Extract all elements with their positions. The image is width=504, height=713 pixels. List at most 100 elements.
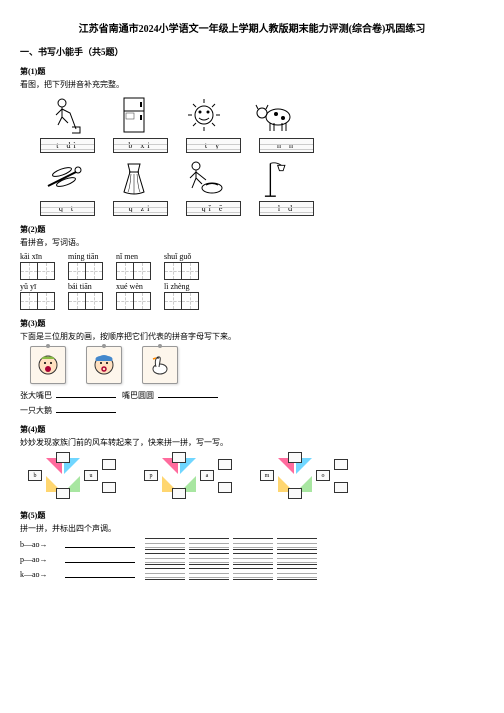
- pic-dragonfly: [40, 157, 88, 199]
- letter-box[interactable]: [172, 452, 186, 463]
- pic-fridge: [110, 94, 158, 136]
- section-header-1: 一、书写小能手（共5题）: [20, 45, 484, 58]
- four-line-grid[interactable]: [277, 538, 317, 550]
- tianzi-group: xué wèn: [116, 282, 150, 310]
- q1-pic-row-1: [40, 94, 484, 136]
- page-title: 江苏省南通市2024小学语文一年级上学期人教版期末能力评测(综合卷)巩固练习: [20, 20, 484, 35]
- pinyin-box[interactable]: t y: [186, 138, 241, 153]
- four-line-grid[interactable]: [233, 568, 273, 580]
- tianzi-cell[interactable]: [37, 262, 55, 280]
- letter-box[interactable]: [288, 488, 302, 499]
- tianzi-group: bái tiān: [68, 282, 102, 310]
- tianzi-cell[interactable]: [164, 262, 182, 280]
- q4-pinwheels: b u p a m o: [30, 454, 484, 502]
- letter-box[interactable]: [102, 459, 116, 470]
- letter-box[interactable]: [288, 452, 302, 463]
- pinwheel-1: b u: [30, 454, 120, 502]
- tianzi-label: nǐ men: [116, 252, 150, 261]
- letter-box: m: [260, 470, 274, 481]
- face-goose: [142, 346, 178, 384]
- letter-box: o: [316, 470, 330, 481]
- pic-washing: [180, 157, 228, 199]
- q1-boxes-row2: q t q zi qǐ ē l d: [40, 201, 484, 216]
- fill-blank[interactable]: [56, 388, 116, 398]
- tianzi-cell[interactable]: [116, 292, 134, 310]
- letter-box[interactable]: [172, 488, 186, 499]
- pic-sweeping: [40, 94, 88, 136]
- letter-box[interactable]: [218, 482, 232, 493]
- pic-skirt: [110, 157, 158, 199]
- tianzi-cell[interactable]: [181, 262, 199, 280]
- four-line-grid[interactable]: [189, 538, 229, 550]
- tianzi-cell[interactable]: [133, 262, 151, 280]
- q3-faces: [30, 346, 484, 384]
- pinwheel-2: p a: [146, 454, 236, 502]
- four-line-grid[interactable]: [189, 553, 229, 565]
- four-line-grid[interactable]: [145, 553, 185, 565]
- four-line-grid[interactable]: [233, 538, 273, 550]
- tianzi-group: lì zhèng: [164, 282, 198, 310]
- tianzi-cell[interactable]: [116, 262, 134, 280]
- four-line-grid[interactable]: [277, 568, 317, 580]
- q4-text: 妙妙发现家族门前的风车转起来了，快来拼一拼，写一写。: [20, 437, 484, 448]
- letter-box[interactable]: [56, 488, 70, 499]
- q5-row-1: b—ao→: [20, 538, 484, 550]
- tianzi-label: kāi xīn: [20, 252, 54, 261]
- four-line-grid[interactable]: [189, 568, 229, 580]
- pic-streetlamp: [250, 157, 298, 199]
- tianzi-group: míng tiān: [68, 252, 102, 280]
- tianzi-cell[interactable]: [68, 292, 86, 310]
- tianzi-group: shuǐ guǒ: [164, 252, 198, 280]
- tianzi-label: shuǐ guǒ: [164, 252, 198, 261]
- pinyin-box[interactable]: qǐ ē: [186, 201, 241, 216]
- tianzi-cell[interactable]: [20, 262, 38, 280]
- fill-blank[interactable]: [65, 570, 135, 578]
- tianzi-cell[interactable]: [181, 292, 199, 310]
- fill-blank[interactable]: [158, 388, 218, 398]
- pinyin-box[interactable]: b xi: [113, 138, 168, 153]
- tianzi-label: xué wèn: [116, 282, 150, 291]
- four-line-grid[interactable]: [277, 553, 317, 565]
- tone-start: b—ao→: [20, 540, 65, 549]
- pic-cow: [250, 94, 298, 136]
- tianzi-cell[interactable]: [164, 292, 182, 310]
- q2-row2: yǔ yī bái tiān xué wèn lì zhèng: [20, 282, 484, 310]
- pinyin-box[interactable]: q t: [40, 201, 95, 216]
- tianzi-label: míng tiān: [68, 252, 102, 261]
- tianzi-group: nǐ men: [116, 252, 150, 280]
- pinyin-box[interactable]: l d: [259, 201, 314, 216]
- tianzi-cell[interactable]: [20, 292, 38, 310]
- pinyin-box[interactable]: n n: [259, 138, 314, 153]
- fill-blank[interactable]: [65, 540, 135, 548]
- tianzi-group: kāi xīn: [20, 252, 54, 280]
- four-line-grid[interactable]: [145, 568, 185, 580]
- label-round-mouth: 嘴巴圆圆: [122, 391, 154, 400]
- tianzi-cell[interactable]: [133, 292, 151, 310]
- letter-box[interactable]: [334, 459, 348, 470]
- fill-blank[interactable]: [65, 555, 135, 563]
- tianzi-cell[interactable]: [85, 262, 103, 280]
- letter-box: b: [28, 470, 42, 481]
- four-line-grid[interactable]: [233, 553, 273, 565]
- letter-box[interactable]: [102, 482, 116, 493]
- pinwheel-3: m o: [262, 454, 352, 502]
- four-line-grid[interactable]: [145, 538, 185, 550]
- tianzi-label: bái tiān: [68, 282, 102, 291]
- tianzi-cell[interactable]: [85, 292, 103, 310]
- q4-num: 第(4)题: [20, 424, 484, 435]
- tianzi-label: yǔ yī: [20, 282, 54, 291]
- q5-num: 第(5)题: [20, 510, 484, 521]
- pinyin-box[interactable]: q zi: [113, 201, 168, 216]
- label-big-mouth: 张大嘴巴: [20, 391, 52, 400]
- letter-box[interactable]: [334, 482, 348, 493]
- tone-start: k—ao→: [20, 570, 65, 579]
- fill-blank[interactable]: [56, 403, 116, 413]
- pinyin-box[interactable]: t dì: [40, 138, 95, 153]
- letter-box[interactable]: [56, 452, 70, 463]
- q5-text: 拼一拼，并标出四个声调。: [20, 523, 484, 534]
- face-open-mouth: [30, 346, 66, 384]
- tianzi-cell[interactable]: [68, 262, 86, 280]
- q5-row-3: k—ao→: [20, 568, 484, 580]
- letter-box[interactable]: [218, 459, 232, 470]
- tianzi-cell[interactable]: [37, 292, 55, 310]
